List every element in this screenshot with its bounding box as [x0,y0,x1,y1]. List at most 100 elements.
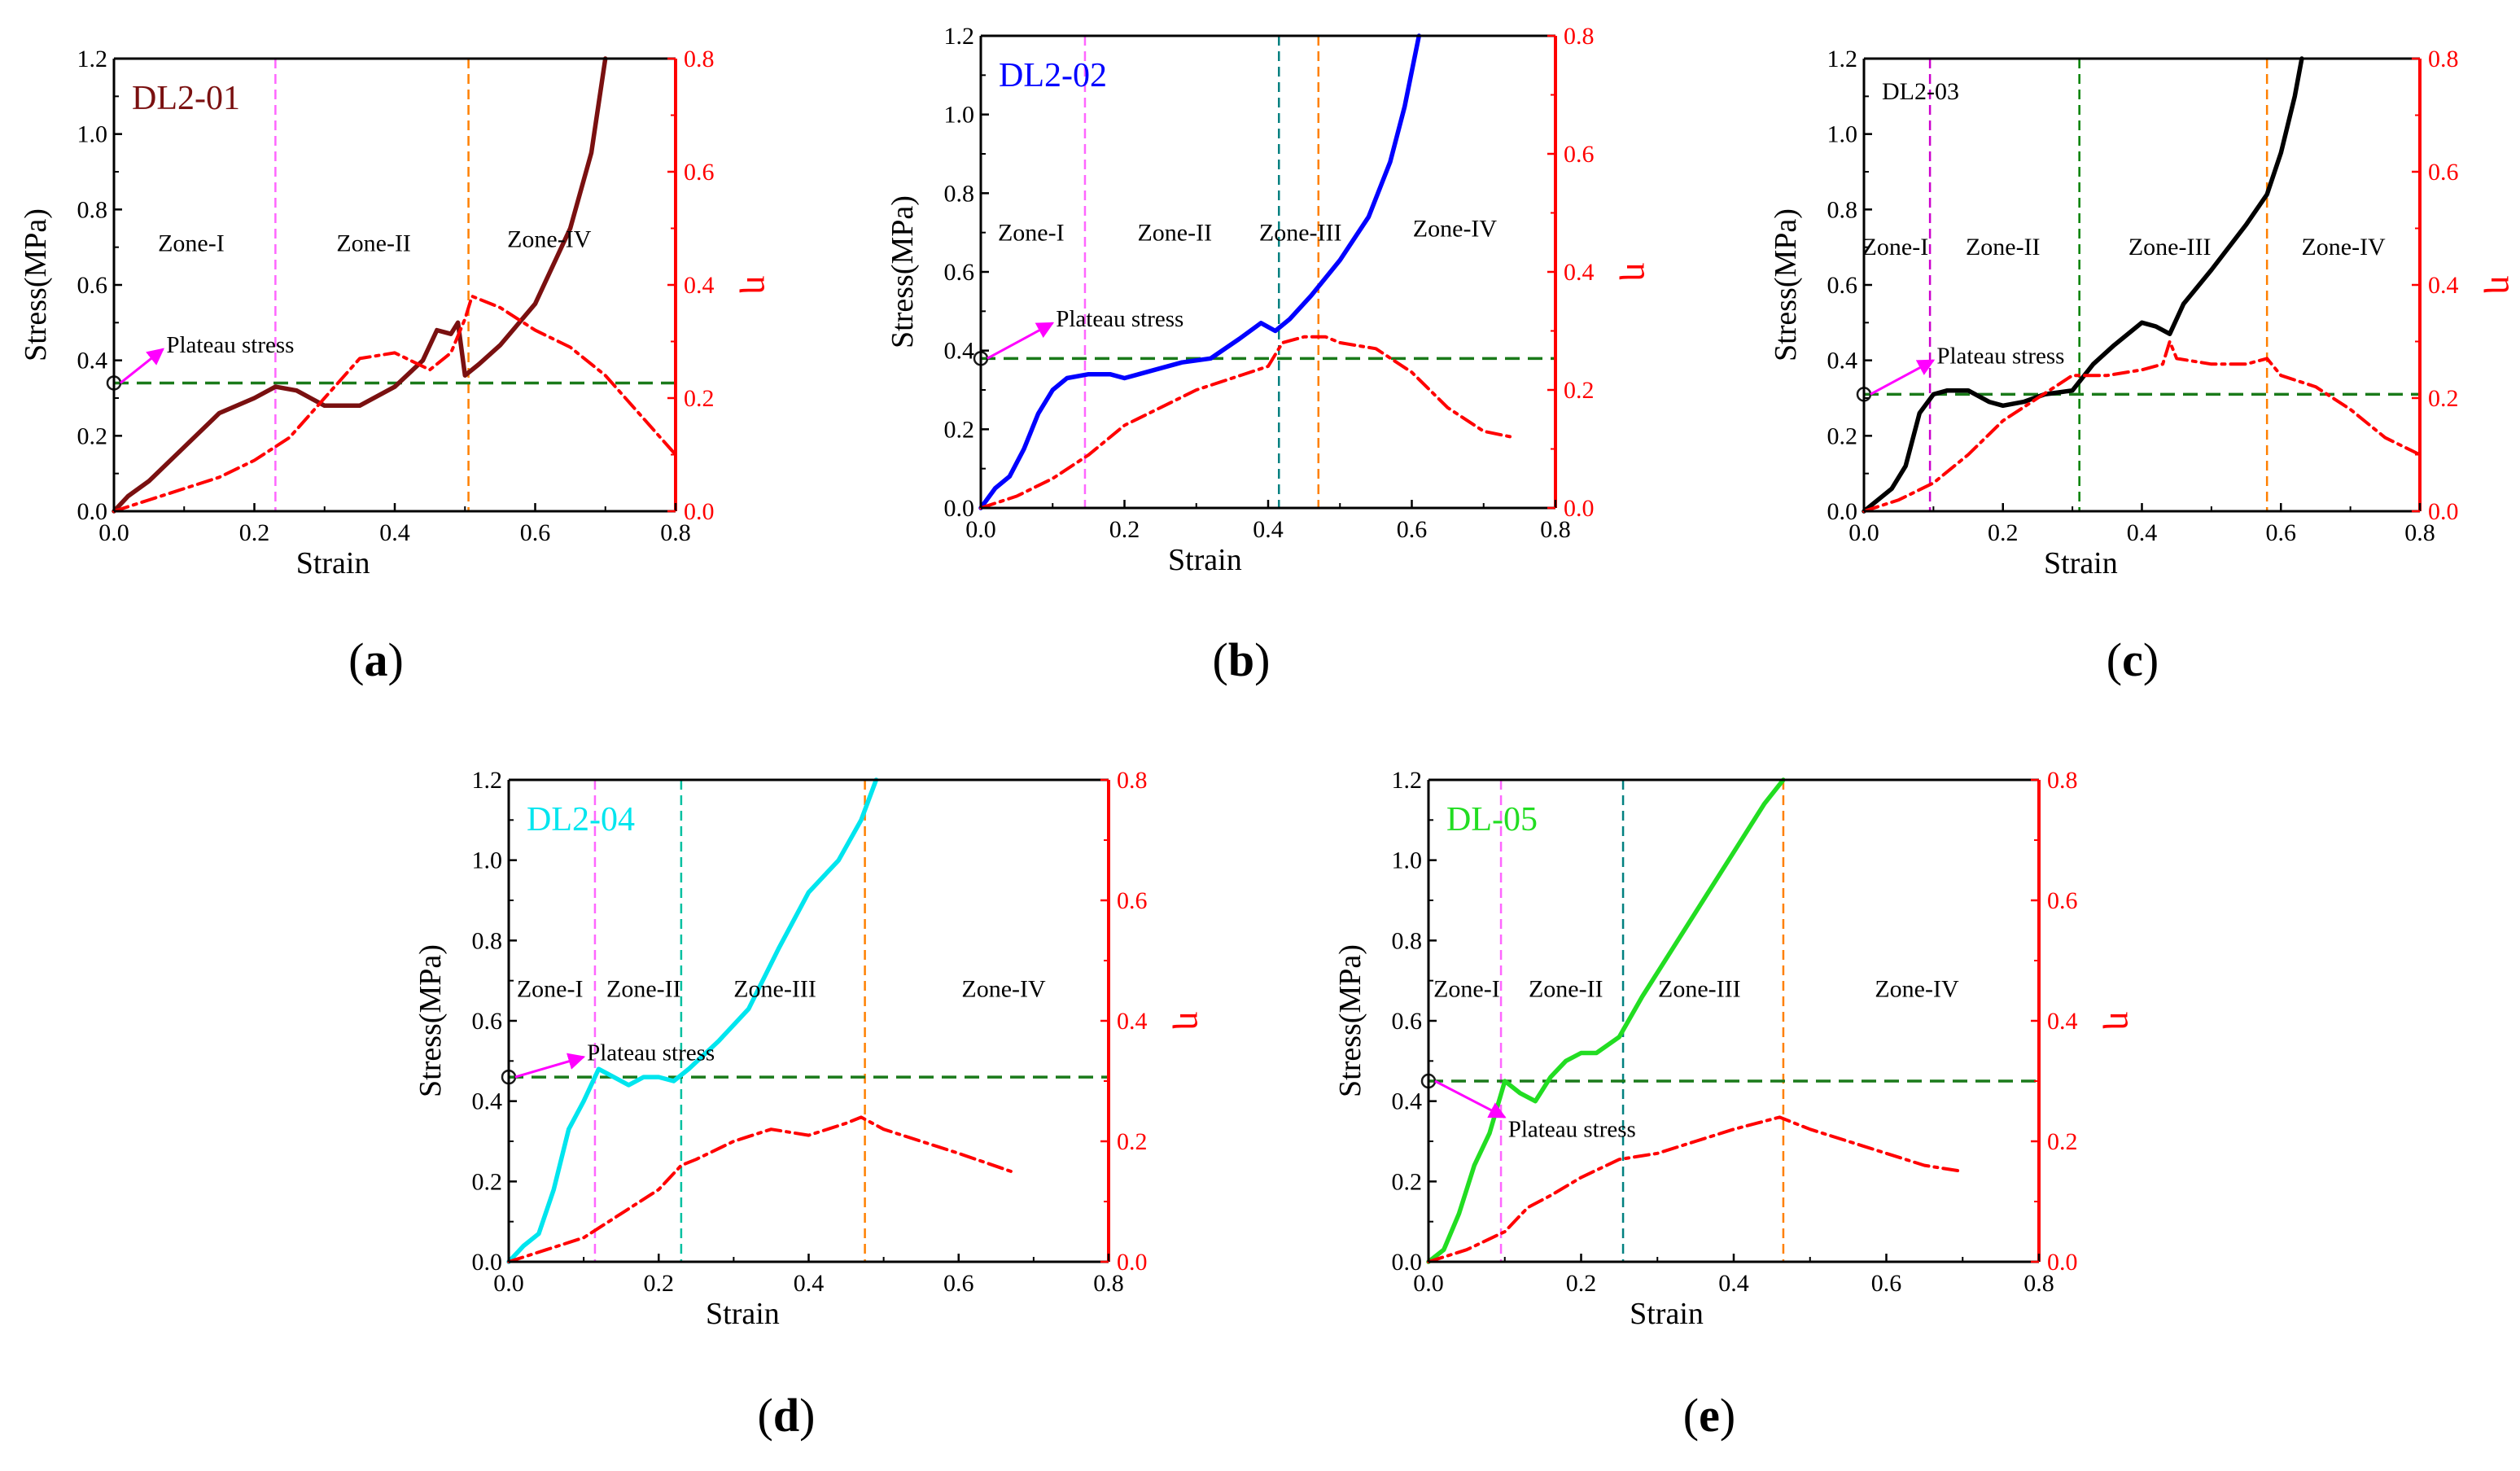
y-tick-label: 1.2 [1827,46,1858,72]
y-tick-label: 0.8 [77,196,108,223]
x-tick-label: 0.2 [644,1270,675,1297]
x-tick-label: 0.2 [1566,1270,1597,1297]
x-tick-label: 0.6 [943,1270,974,1297]
right-y-tick-label: 0.8 [2047,767,2078,794]
x-tick-label: 0.0 [1413,1270,1444,1297]
y-tick-label: 1.0 [472,847,503,874]
right-y-tick-label: 0.2 [2428,385,2459,412]
y-tick-label: 1.0 [77,121,108,148]
x-tick-label: 0.8 [1540,516,1571,543]
plateau-arrow [987,322,1055,360]
zone-label: Zone-II [1137,219,1212,246]
panel-caption: (e) [1683,1389,1735,1442]
y-tick-label: 0.4 [1827,348,1858,374]
right-y-tick-label: 0.6 [1117,887,1148,914]
y-tick-label: 0.0 [77,498,108,525]
right-y-tick-label: 0.6 [684,159,715,186]
x-tick-label: 0.6 [1397,516,1428,543]
y-tick-label: 0.8 [1827,196,1858,223]
zone-label: Zone-II [606,975,681,1002]
x-tick-label: 0.4 [379,519,410,546]
y-axis-label: Stress(MPa) [19,208,53,361]
specimen-title: DL2-04 [527,801,635,838]
plateau-stress-label: Plateau stress [1936,344,2064,370]
x-tick-label: 0.4 [1718,1270,1749,1297]
panel-caption: (c) [2107,633,2159,686]
y-tick-label: 0.0 [1392,1249,1423,1276]
plateau-arrow [514,1053,586,1079]
x-tick-label: 0.2 [1988,519,2019,546]
x-axis-label: Strain [1168,543,1242,577]
chart-panel-5: Plateau stress Zone-I Zone-II Zone-III Zone-… [1333,767,2142,1442]
y-tick-label: 0.2 [472,1168,503,1195]
right-y-tick-label: 0.2 [1117,1128,1148,1155]
y-tick-label: 0.2 [944,416,975,443]
zone-label: Zone-III [2128,234,2212,260]
x-tick-label: 0.2 [1109,516,1140,543]
y-tick-label: 0.2 [77,422,108,449]
zone-label: Zone-II [1966,234,2041,260]
zone-label: Zone-III [1259,219,1342,246]
right-y-tick-label: 0.2 [1564,377,1595,404]
panel-caption: (d) [758,1389,816,1442]
x-tick-label: 0.8 [1093,1270,1124,1297]
right-y-tick-label: 0.6 [2428,159,2459,186]
right-y-tick-label: 0.0 [2047,1249,2078,1276]
zone-label: Zone-I [517,975,584,1002]
stress-curve [506,777,879,1264]
y-tick-label: 0.8 [1392,927,1423,954]
y-tick-label: 1.0 [944,102,975,129]
zone-label: Zone-III [1658,975,1741,1002]
zone-label: Zone-I [1433,975,1500,1002]
eta-curve [507,1115,1013,1263]
x-tick-label: 0.8 [2023,1270,2054,1297]
x-axis-label: Strain [706,1297,780,1331]
y-axis-label: Stress(MPa) [1769,208,1803,361]
x-tick-label: 0.4 [2127,519,2158,546]
right-y-tick-label: 0.0 [684,498,715,525]
y-tick-label: 0.6 [472,1008,503,1035]
eta-curve [112,294,677,513]
zone-label: Zone-IV [507,226,592,253]
y-tick-label: 0.4 [1392,1088,1423,1115]
chart-panel-4: Plateau stress Zone-I Zone-II Zone-III Zone-… [413,767,1212,1442]
right-y-tick-label: 0.0 [1564,495,1595,522]
right-y-tick-label: 0.4 [1564,259,1595,286]
y-tick-label: 0.6 [1827,272,1858,299]
x-tick-label: 0.0 [98,519,129,546]
y-axis-label: Stress(MPa) [886,195,920,348]
y-tick-label: 1.2 [472,767,503,794]
zone-label: Zone-I [1862,234,1929,260]
plateau-stress-label: Plateau stress [1508,1116,1636,1142]
right-y-tick-label: 0.8 [2428,46,2459,72]
y-tick-label: 0.6 [77,272,108,299]
right-y-tick-label: 0.4 [2047,1008,2078,1035]
plateau-arrow [1434,1079,1507,1119]
x-axis-label: Strain [1630,1297,1704,1331]
x-tick-label: 0.4 [1253,516,1284,543]
specimen-title: DL-05 [1446,801,1538,838]
plateau-arrow [120,348,165,384]
zone-label: Zone-IV [2301,234,2386,260]
y-tick-label: 0.4 [77,348,108,374]
plateau-stress-label: Plateau stress [166,332,294,358]
right-y-tick-label: 0.8 [1564,23,1595,50]
y-tick-label: 0.2 [1827,422,1858,449]
x-tick-label: 0.6 [520,519,551,546]
x-tick-label: 0.6 [2266,519,2297,546]
y-tick-label: 0.6 [1392,1008,1423,1035]
right-y-tick-label: 0.6 [1564,141,1595,168]
x-axis-label: Strain [296,546,370,580]
specimen-title: DL2-02 [999,57,1107,94]
y-axis-label: Stress(MPa) [413,944,448,1097]
x-tick-label: 0.0 [493,1270,524,1297]
y-tick-label: 0.0 [472,1249,503,1276]
x-tick-label: 0.6 [1871,1270,1902,1297]
y-tick-label: 0.8 [472,927,503,954]
y-tick-label: 1.2 [1392,767,1423,794]
right-y-axis-label: η [739,275,779,294]
right-y-tick-label: 0.0 [2428,498,2459,525]
x-tick-label: 0.0 [965,516,996,543]
eta-curve [1427,1115,1965,1263]
